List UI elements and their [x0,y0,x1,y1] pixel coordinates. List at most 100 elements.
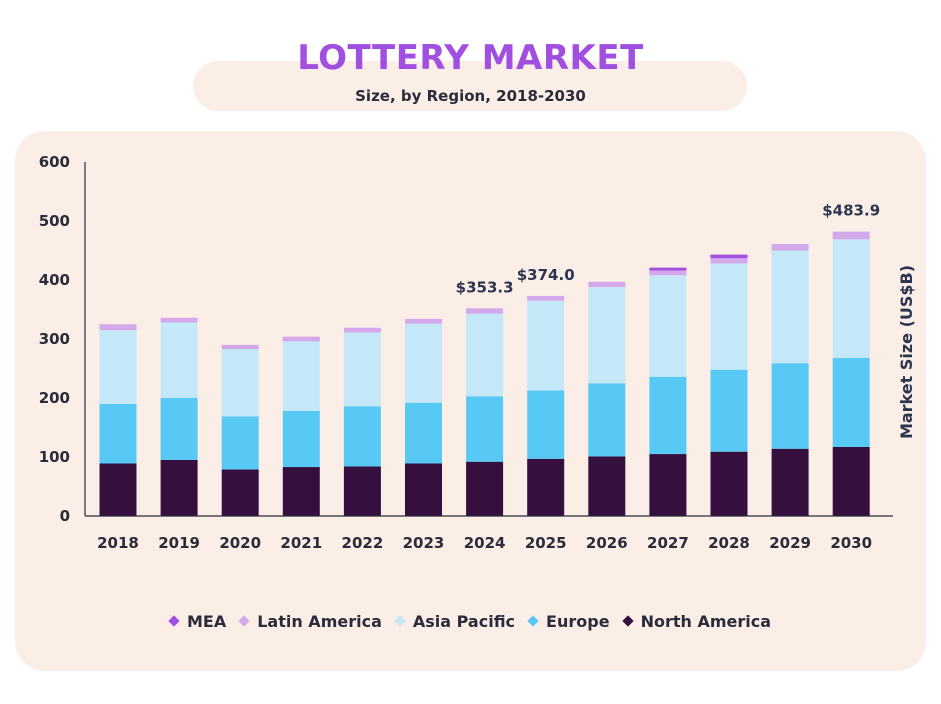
legend: MEA Latin America Asia Pacific Europe North … [0,612,941,631]
bar-segment-europe-2021 [282,410,320,468]
bar-segment-north-america-2030 [832,446,870,516]
x-tick-label-2025: 2025 [525,534,567,552]
y-tick-label: 500 [39,212,70,230]
bar-segment-asia-pacific-2021 [282,341,320,411]
legend-item-europe: Europe [527,612,610,631]
bar-segment-asia-pacific-2030 [832,239,870,358]
x-tick-label-2030: 2030 [830,534,872,552]
bar-segment-latin-america-2029 [771,244,809,251]
bar-segment-asia-pacific-2020 [221,349,259,417]
y-tick-label: 100 [39,448,70,466]
legend-item-asia-pacific: Asia Pacific [394,612,516,631]
y-axis-label: Market Size (US$B) [897,265,916,439]
y-tick-label: 600 [39,153,70,171]
bar-segment-latin-america-2022 [343,327,381,333]
x-tick-label-2028: 2028 [708,534,750,552]
legend-label-europe: Europe [546,612,610,631]
bar-segment-europe-2026 [588,383,626,457]
x-tick-label-2026: 2026 [586,534,628,552]
bar-segment-north-america-2022 [343,466,381,516]
x-tick-label-2022: 2022 [342,534,384,552]
legend-marker-asia-pacific [394,615,406,627]
bar-segment-asia-pacific-2024 [466,313,504,397]
bar-segment-europe-2030 [832,357,870,447]
bar-segment-latin-america-2028 [710,258,748,264]
bar-segment-europe-2029 [771,363,809,449]
bar-segment-europe-2024 [466,396,504,462]
y-tick-label: 300 [39,330,70,348]
bar-segment-asia-pacific-2025 [527,300,565,391]
bar-segment-latin-america-2024 [466,308,504,314]
title-background [193,61,747,111]
bar-segment-latin-america-2023 [405,318,442,324]
x-tick-label-2020: 2020 [219,534,261,552]
bar-segment-latin-america-2027 [649,270,687,276]
legend-label-north-america: North America [640,612,772,631]
legend-label-latin-america: Latin America [257,612,382,631]
x-tick-label-2018: 2018 [97,534,139,552]
legend-item-north-america: North America [621,612,772,631]
bar-segment-latin-america-2030 [832,231,870,240]
bar-segment-north-america-2029 [771,448,809,516]
x-tick-label-2029: 2029 [769,534,811,552]
y-tick-label: 400 [39,271,70,289]
x-tick-label-2027: 2027 [647,534,689,552]
legend-marker-latin-america [238,615,250,627]
labels-group: 0 100 200 300 400 500 600 2018 2019 2020 2021 2022 2… [39,153,880,552]
bar-segment-mea-2027 [649,267,687,271]
bar-segment-north-america-2021 [282,467,320,516]
bar-segment-north-america-2019 [160,459,198,516]
bar-segment-europe-2020 [221,416,259,470]
chart-subtitle: Size, by Region, 2018-2030 [355,87,586,105]
bar-segment-latin-america-2021 [282,336,320,342]
total-label-2024: $353.3 [456,278,514,296]
axes-group [84,162,893,517]
legend-marker-north-america [621,615,634,627]
bar-segment-north-america-2028 [710,451,748,516]
chart-title: LOTTERY MARKET [297,38,644,78]
bar-segment-europe-2018 [99,403,137,464]
bar-segment-north-america-2024 [466,461,504,516]
legend-marker-europe [527,615,539,627]
x-tick-label-2021: 2021 [280,534,322,552]
bar-segment-asia-pacific-2027 [649,275,687,377]
legend-label-asia-pacific: Asia Pacific [412,612,516,631]
y-tick-label: 200 [39,389,70,407]
x-tick-label-2024: 2024 [464,534,506,552]
bar-segment-europe-2023 [405,402,442,464]
x-tick-label-2023: 2023 [403,534,445,552]
bar-segment-europe-2027 [649,376,687,455]
bar-segment-asia-pacific-2019 [160,322,198,398]
bar-segment-north-america-2023 [405,463,442,516]
bar-segment-europe-2028 [710,369,748,452]
bar-segment-europe-2025 [527,390,565,459]
bar-segment-europe-2022 [343,406,381,467]
bar-segment-north-america-2025 [527,458,565,516]
legend-item-latin-america: Latin America [238,612,382,631]
y-tick-label: 0 [60,507,70,525]
bar-segment-mea-2028 [710,254,748,259]
bar-segment-north-america-2020 [221,469,259,516]
bar-segment-north-america-2018 [99,463,137,516]
bar-segment-asia-pacific-2022 [343,332,381,407]
bars-group [99,231,870,516]
bar-segment-latin-america-2025 [527,295,565,301]
bar-segment-north-america-2027 [649,454,687,516]
legend-label-mea: MEA [186,612,227,631]
bar-segment-europe-2019 [160,398,198,460]
bar-segment-asia-pacific-2028 [710,263,748,370]
legend-marker-mea [168,615,180,627]
x-tick-label-2019: 2019 [158,534,200,552]
bar-segment-asia-pacific-2023 [405,323,442,403]
bar-segment-north-america-2026 [588,456,626,516]
legend-item-mea: MEA [168,612,227,631]
bar-segment-asia-pacific-2029 [771,250,809,364]
bar-segment-asia-pacific-2018 [99,330,137,404]
bar-segment-latin-america-2020 [221,344,259,350]
bar-segment-latin-america-2019 [160,317,198,323]
bar-segment-latin-america-2018 [99,324,137,331]
total-label-2030: $483.9 [822,202,880,220]
bar-segment-latin-america-2026 [588,281,626,288]
total-label-2025: $374.0 [517,266,575,284]
